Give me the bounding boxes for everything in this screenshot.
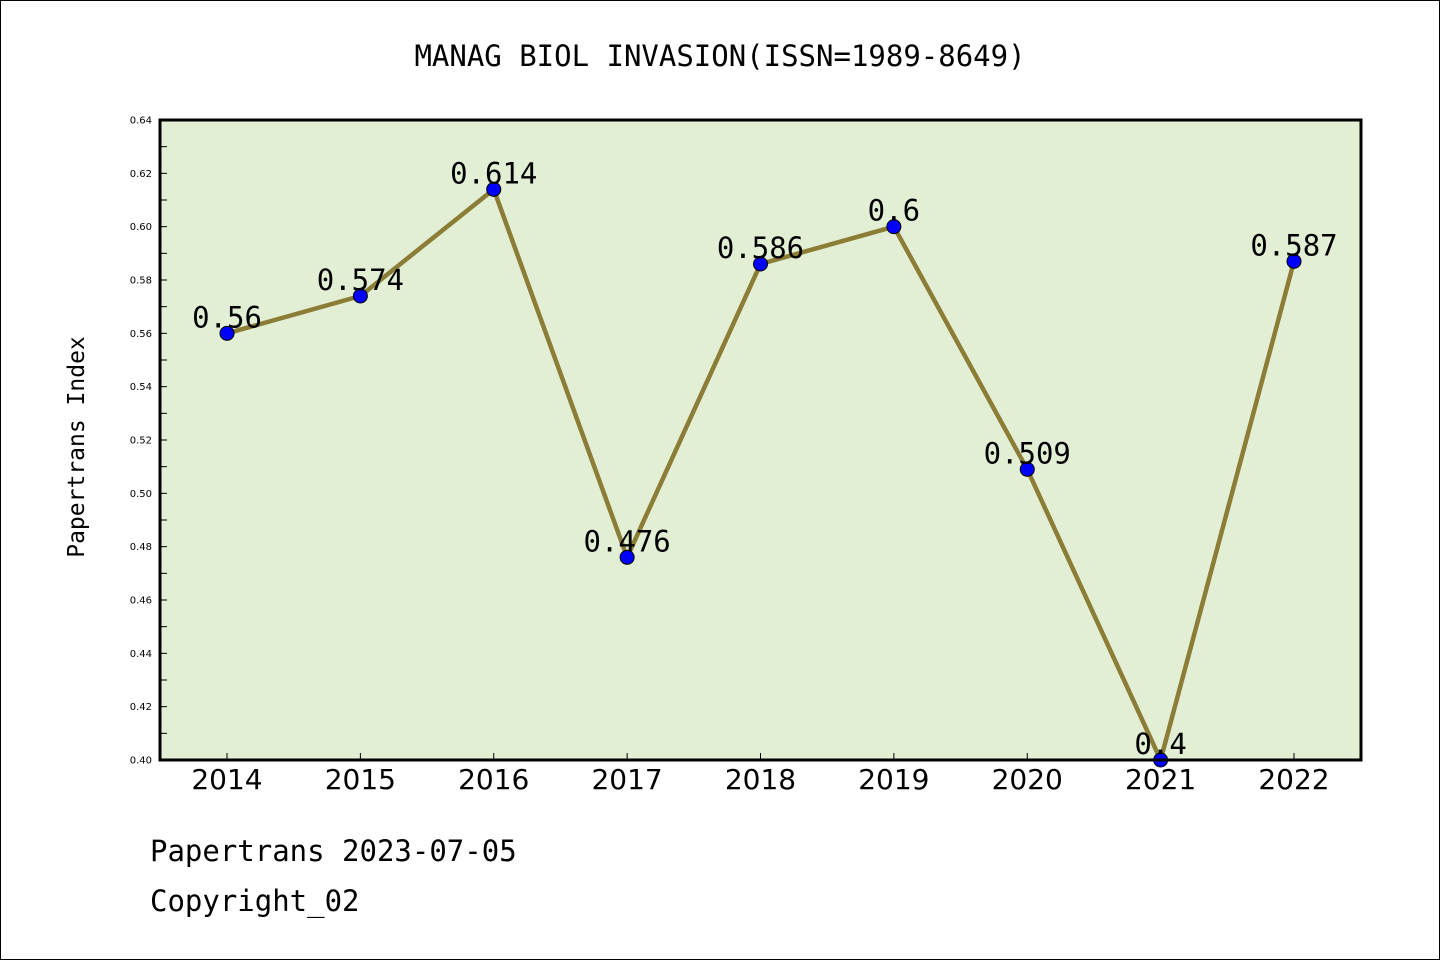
y-tick-label: 0.62 (130, 169, 152, 180)
data-point (1286, 253, 1302, 269)
data-point (619, 549, 635, 565)
footer-copyright-text: Copyright_02 (150, 884, 360, 918)
y-tick-label: 0.44 (130, 649, 152, 660)
y-tick-label: 0.58 (130, 276, 152, 287)
x-tick-label: 2019 (858, 763, 929, 796)
chart-title: MANAG BIOL INVASION(ISSN=1989-8649) (414, 39, 1025, 73)
data-label: 0.4 (1134, 727, 1186, 761)
x-tick-label: 2022 (1258, 763, 1329, 796)
data-label: 0.586 (717, 231, 804, 265)
x-tick-label: 2016 (458, 763, 529, 796)
data-point (219, 325, 235, 341)
plot-background (160, 120, 1361, 760)
data-point (352, 288, 368, 304)
footer-date-text: Papertrans 2023-07-05 (150, 834, 517, 868)
y-tick-label: 0.50 (130, 489, 152, 500)
y-tick-label: 0.42 (130, 702, 152, 713)
x-tick-label: 2017 (591, 763, 662, 796)
y-tick-label: 0.48 (130, 542, 152, 553)
data-point (753, 256, 768, 272)
data-label: 0.509 (984, 436, 1071, 470)
x-tick-label: 2020 (992, 763, 1063, 796)
y-tick-label: 0.52 (130, 436, 152, 447)
data-label: 0.574 (317, 263, 404, 297)
plot-area: 0.40 0.42 0.44 0.46 0.48 0.50 0.52 0.54 0.56 0.58… (130, 116, 1363, 796)
x-tick-label: 2014 (191, 763, 262, 796)
plot-border (158, 118, 1363, 762)
data-label: 0.476 (583, 524, 670, 558)
data-label: 0.56 (192, 300, 262, 334)
y-tick-label: 0.54 (130, 382, 152, 393)
x-tick-label: 2021 (1125, 763, 1196, 796)
y-tick-label: 0.40 (130, 756, 152, 767)
y-tick-label: 0.46 (130, 596, 152, 607)
data-point (486, 181, 502, 197)
y-tick-label: 0.56 (130, 329, 152, 340)
data-label: 0.6 (868, 194, 920, 228)
x-tick-label: 2018 (725, 763, 796, 796)
data-point (886, 219, 902, 235)
y-tick-label: 0.60 (130, 222, 152, 233)
y-axis-label: Papertrans Index (64, 336, 90, 558)
data-label: 0.587 (1250, 228, 1337, 262)
data-label: 0.614 (450, 156, 537, 190)
data-point (1019, 461, 1035, 477)
y-tick-label: 0.64 (130, 116, 152, 127)
x-tick-label: 2015 (325, 763, 396, 796)
